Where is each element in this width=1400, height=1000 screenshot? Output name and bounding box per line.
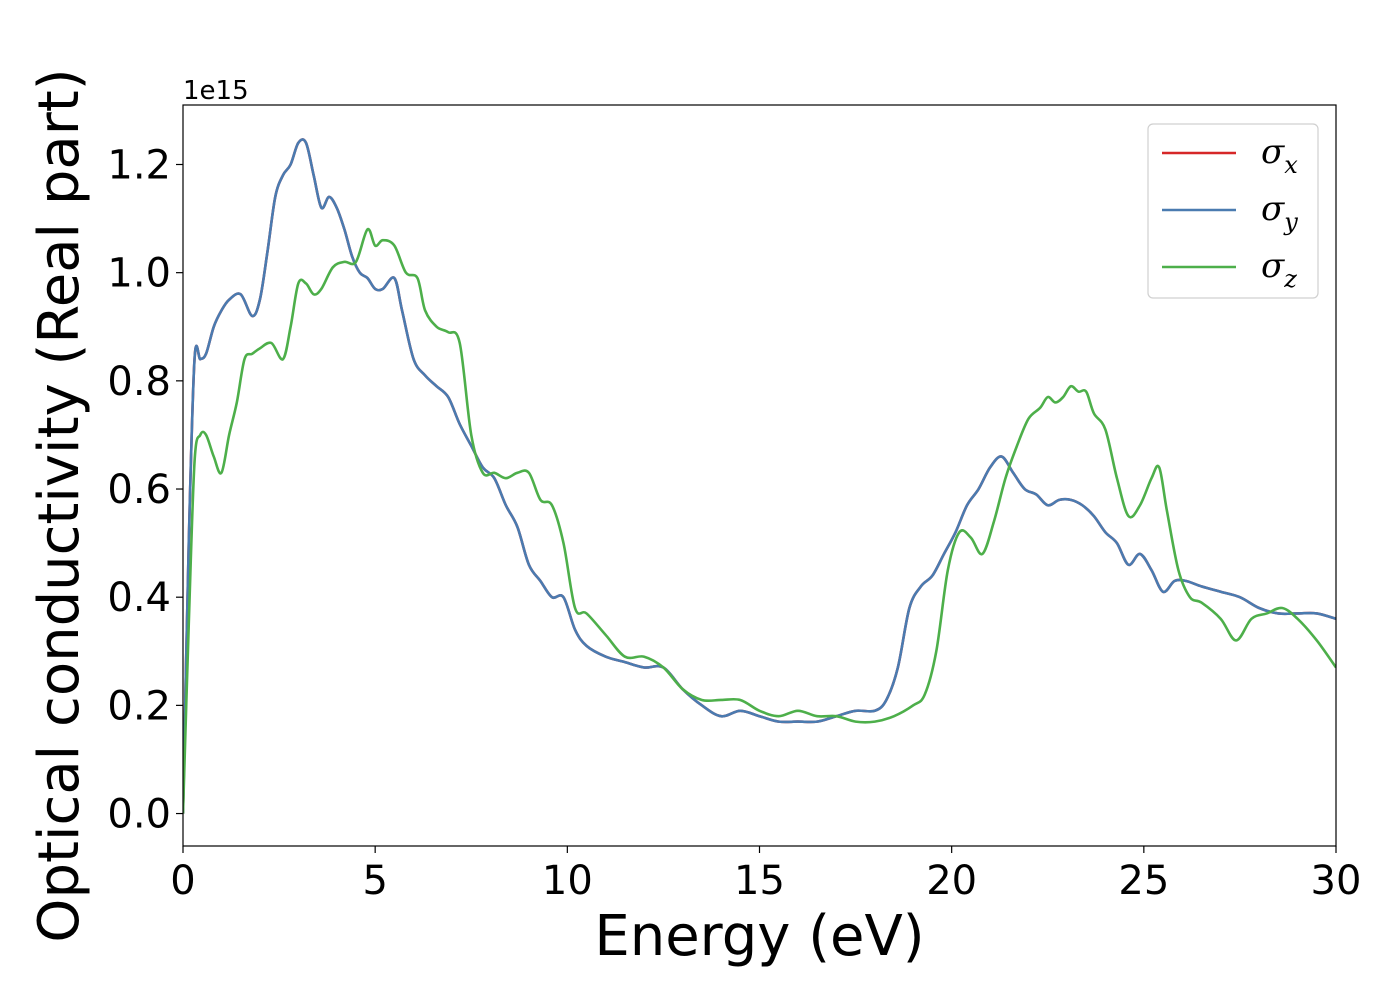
x-tick-label: 0 — [170, 858, 195, 904]
y-tick-label: 0.0 — [107, 792, 171, 838]
x-tick-label: 5 — [362, 858, 387, 904]
y-axis-label: Optical conductivity (Real part) — [27, 68, 92, 942]
x-tick-label: 15 — [734, 858, 785, 904]
y-tick-label: 0.4 — [107, 575, 171, 621]
series-line-y — [183, 138, 1336, 814]
legend-label-x: σx — [1261, 132, 1298, 179]
x-axis-ticks: 0 5 10 15 20 25 30 — [170, 846, 1361, 904]
y-tick-label: 0.2 — [107, 683, 171, 729]
series-line-z — [183, 227, 1336, 814]
y-axis-ticks: 0.0 0.2 0.4 0.6 0.8 1.0 1.2 — [107, 142, 183, 838]
y-tick-label: 1.0 — [107, 251, 171, 297]
legend-label-y: σy — [1261, 189, 1298, 236]
y-axis-offset-label: 1e15 — [183, 76, 249, 106]
legend: σx σy σz — [1147, 123, 1319, 299]
x-tick-label: 10 — [542, 858, 593, 904]
y-tick-label: 1.2 — [107, 142, 171, 188]
x-tick-label: 30 — [1311, 858, 1362, 904]
x-tick-label: 20 — [926, 858, 977, 904]
y-tick-label: 0.6 — [107, 467, 171, 513]
x-tick-label: 25 — [1118, 858, 1169, 904]
series-layer — [183, 138, 1336, 814]
legend-label-z: σz — [1261, 246, 1297, 293]
x-axis-label: Energy (eV) — [594, 904, 924, 969]
y-tick-label: 0.8 — [107, 359, 171, 405]
